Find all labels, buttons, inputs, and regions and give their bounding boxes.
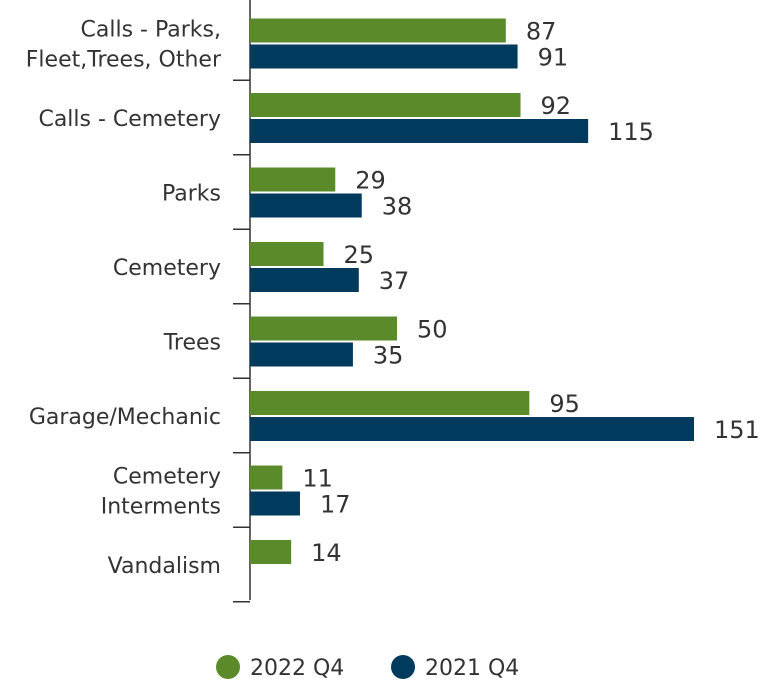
data-label: 38	[382, 193, 413, 221]
category-label: Parks	[162, 182, 221, 207]
category-label: Calls - Cemetery	[38, 107, 221, 132]
bar-2021-q4	[250, 268, 359, 292]
data-label: 151	[714, 416, 760, 444]
bar-2022-q4	[250, 242, 324, 266]
category-label: Fleet,Trees, Other	[26, 48, 222, 73]
bar-2022-q4	[250, 540, 292, 564]
axis-layer	[233, 0, 251, 603]
category-label: Cemetery	[113, 256, 221, 281]
data-label: 95	[549, 390, 580, 418]
data-label: 50	[417, 316, 448, 344]
category-label: Garage/Mechanic	[29, 405, 221, 430]
bar-2022-q4	[250, 93, 521, 117]
bars-layer	[250, 18, 694, 564]
bar-2021-q4	[250, 342, 353, 367]
bar-2022-q4	[250, 167, 336, 192]
bar-2022-q4	[250, 465, 283, 490]
bar-2021-q4	[250, 193, 362, 218]
bar-2021-q4	[250, 491, 300, 516]
category-label: Vandalism	[108, 554, 221, 579]
bar-2022-q4	[250, 391, 530, 415]
data-label: 11	[302, 465, 333, 493]
data-label: 92	[541, 92, 572, 120]
data-label: 14	[311, 539, 342, 567]
data-label: 87	[526, 18, 557, 46]
bar-2021-q4	[250, 119, 589, 143]
legend-marker	[391, 655, 415, 679]
data-label: 115	[608, 118, 654, 146]
data-label: 91	[538, 44, 569, 72]
legend: 2022 Q4 2021 Q4	[216, 655, 519, 681]
data-label: 29	[355, 167, 386, 195]
category-label: Calls - Parks,	[81, 18, 221, 43]
bar-2022-q4	[250, 316, 398, 341]
bar-2021-q4	[250, 44, 518, 69]
bar-2022-q4	[250, 18, 506, 43]
legend-label: 2021 Q4	[425, 656, 519, 681]
data-label: 35	[373, 342, 404, 370]
data-label: 25	[344, 241, 375, 269]
data-label: 37	[379, 267, 410, 295]
category-label: Trees	[163, 331, 221, 356]
legend-marker	[216, 655, 240, 679]
data-label: 17	[320, 491, 351, 519]
bar-2021-q4	[250, 417, 694, 441]
category-label: Cemetery	[113, 465, 221, 490]
category-label: Interments	[101, 495, 221, 520]
legend-label: 2022 Q4	[250, 656, 344, 681]
